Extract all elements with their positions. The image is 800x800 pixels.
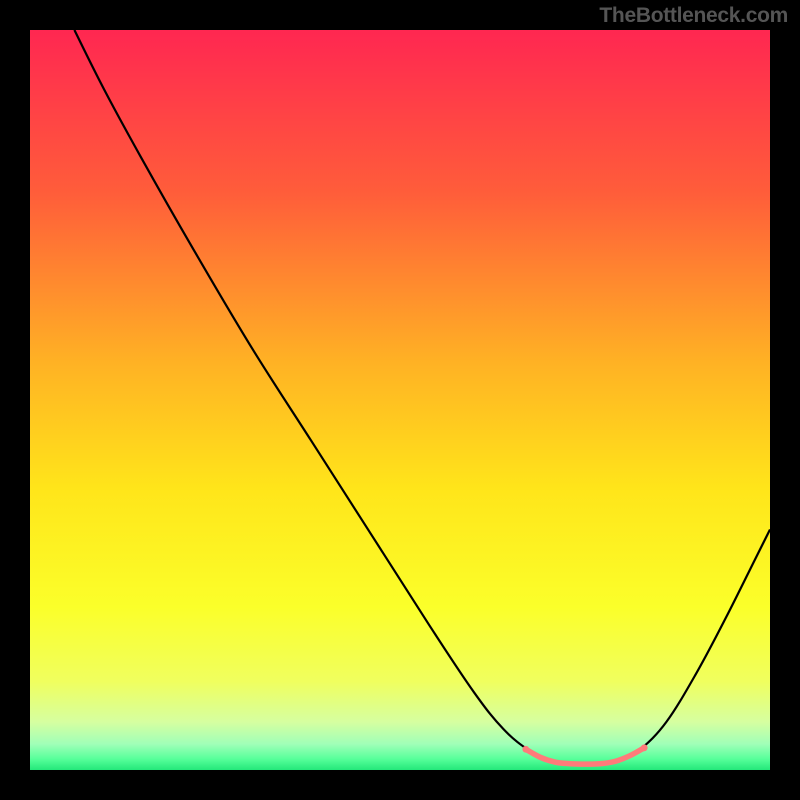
plateau-end-dot-right — [641, 744, 648, 751]
plot-area — [30, 30, 770, 770]
curve-layer — [30, 30, 770, 770]
watermark-label: TheBottleneck.com — [599, 4, 788, 28]
plot-frame — [30, 30, 770, 770]
chart-container: TheBottleneck.com — [0, 0, 800, 800]
plateau-end-dot-left — [522, 746, 529, 753]
gradient-background — [30, 30, 770, 770]
